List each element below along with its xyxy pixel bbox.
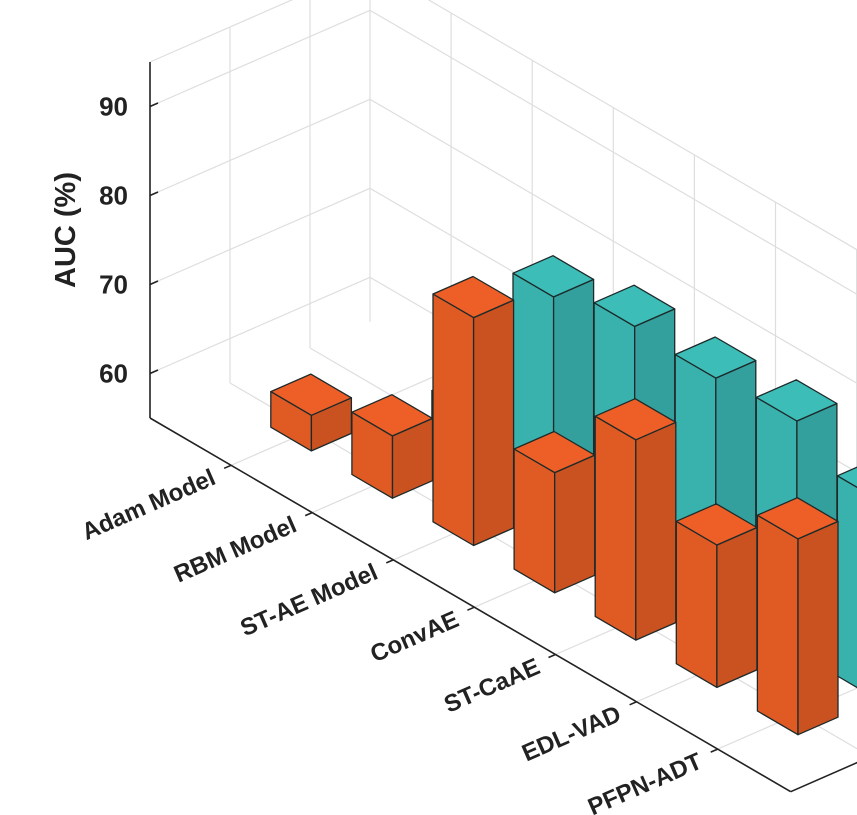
bar-face-side: [472, 299, 515, 547]
bar-pedistrian-1-convae: [513, 430, 596, 594]
back-wall-frame: [149, 0, 371, 322]
category-label-st-caae: ST-CaAE: [440, 653, 544, 718]
bar-pedistrian-1-st-caae: [594, 398, 677, 641]
series-axis-line: [790, 761, 857, 793]
bar-face-top: [756, 497, 839, 540]
bar-face-front: [513, 448, 556, 594]
bar-pedistrian-1-pfpn-adt: [756, 497, 839, 736]
bar-face-top: [674, 336, 757, 379]
bar-pedistrian-1-rbm-model: [351, 394, 434, 499]
category-tick-mark: [710, 748, 719, 753]
category-label-pfpn-adt: PFPN-ADT: [584, 748, 706, 815]
y-gridline: [149, 9, 857, 295]
bar-face-top: [836, 466, 857, 488]
y-tick-mark: [149, 102, 159, 108]
bar-pedistrian-2-pfpn-adt: [836, 466, 857, 689]
y-tick-mark: [149, 280, 159, 286]
category-label-edl-vad: EDL-VAD: [518, 701, 625, 768]
y-tick-mark: [149, 191, 159, 197]
bar-layer: [270, 255, 857, 736]
y-gridline: [149, 98, 857, 384]
category-tick-mark: [467, 606, 475, 611]
y-tick-label: 90: [99, 92, 128, 122]
side-wall-frame: [427, 0, 857, 251]
category-tick-mark: [385, 559, 394, 564]
y-axis-label: AUC (%): [50, 172, 82, 288]
category-tick-mark: [304, 511, 313, 517]
bar-face-top: [594, 398, 677, 441]
category-tick-mark: [223, 464, 232, 470]
bar-face-top: [432, 275, 515, 319]
category-tick-mark: [548, 653, 556, 659]
bar-pedistrian-1-adam-model: [270, 373, 353, 452]
category-label-rbm-model: RBM Model: [170, 511, 301, 588]
y-tick-label: 80: [99, 181, 128, 211]
y-tick-label: 70: [99, 270, 128, 300]
bar-face-side: [716, 526, 758, 689]
bar-face-front: [756, 514, 799, 736]
bar-face-front: [836, 475, 857, 689]
bar-face-top: [270, 373, 353, 416]
category-label-adam-model: Adam Model: [78, 464, 220, 546]
category-label-st-ae-model: ST-AE Model: [236, 559, 381, 642]
bar-face-top: [593, 284, 676, 328]
bar-face-front: [594, 415, 637, 641]
bar-face-side: [554, 454, 596, 594]
bar-face-side: [797, 520, 839, 736]
bar-pedistrian-1-st-ae-model: [432, 275, 515, 547]
y-tick-mark: [149, 369, 159, 375]
bar-face-side: [635, 421, 677, 641]
category-label-convae: ConvAE: [366, 606, 462, 668]
bar-pedistrian-1-edl-vad: [675, 503, 758, 689]
axis-layer: [149, 62, 857, 793]
bar-face-top: [755, 379, 838, 422]
bar-face-front: [675, 520, 718, 689]
y-tick-label: 60: [99, 359, 128, 389]
category-tick-mark: [629, 701, 637, 706]
bar-face-front: [432, 293, 475, 547]
category-axis-line: [149, 417, 792, 793]
bar-face-top: [512, 255, 595, 298]
